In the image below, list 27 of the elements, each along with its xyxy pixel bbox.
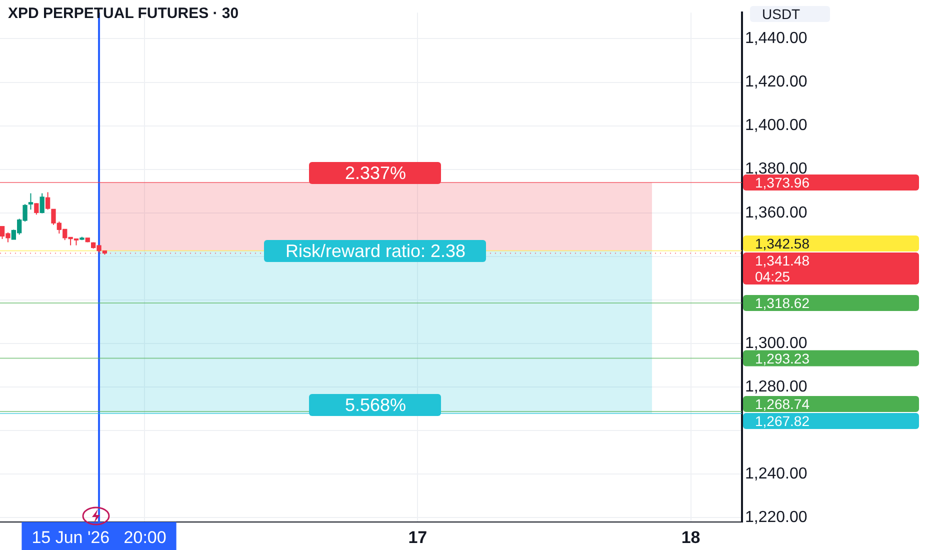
candlestick <box>45 192 50 210</box>
ref-line-label: 1,293.23 <box>755 350 810 366</box>
x-tick-label: 18 <box>681 528 700 547</box>
y-tick-label: 1,400.00 <box>745 117 808 134</box>
y-tick-label: 1,240.00 <box>745 466 808 483</box>
ref-line-label: 1,267.82 <box>755 413 810 430</box>
band-label: 2.337% <box>344 163 406 184</box>
ref-line-label: 1,342.58 <box>755 236 810 252</box>
y-tick-label: 1,300.00 <box>745 334 808 352</box>
ref-line-label: 1,318.62 <box>755 295 810 311</box>
y-tick-label: 1,440.00 <box>745 30 808 48</box>
y-tick-label: 1,420.00 <box>745 74 808 91</box>
candlestick <box>28 192 34 210</box>
candlestick <box>40 192 44 214</box>
y-axis-title: USDT <box>762 6 801 22</box>
x-tick-label: 17 <box>408 528 428 547</box>
y-tick-label: 1,220.00 <box>745 509 808 526</box>
band-label: 5.568% <box>344 394 406 415</box>
y-tick-label: 1,280.00 <box>745 378 808 396</box>
text: 04:25 <box>755 268 790 285</box>
annotation: Risk/reward ratio: 2.38 <box>285 240 466 261</box>
candlestick <box>34 202 39 216</box>
ref-line-label: 1,341.48 <box>755 252 810 269</box>
ref-line-label: 1,268.74 <box>755 396 810 412</box>
x-tick-label: 15 Jun '26 20:00 <box>32 528 166 547</box>
y-tick-label: 1,360.00 <box>745 204 808 222</box>
chart-title: XPD PERPETUAL FUTURES · 30 <box>8 5 239 22</box>
